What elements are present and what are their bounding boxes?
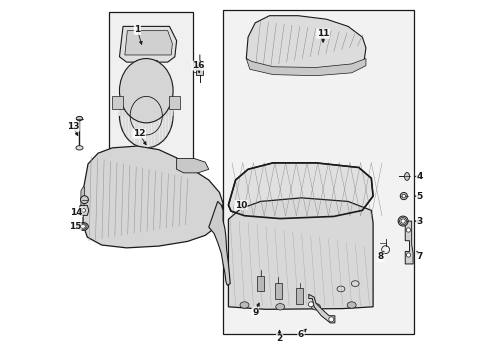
Ellipse shape	[346, 302, 355, 308]
Bar	[223, 10, 413, 334]
Polygon shape	[169, 96, 180, 109]
Polygon shape	[79, 205, 88, 215]
Polygon shape	[83, 146, 223, 248]
Ellipse shape	[397, 216, 407, 226]
Ellipse shape	[82, 208, 85, 212]
Bar	[108, 12, 192, 160]
Polygon shape	[274, 283, 282, 298]
Polygon shape	[112, 96, 123, 109]
Polygon shape	[135, 60, 157, 87]
Ellipse shape	[78, 222, 88, 230]
Ellipse shape	[401, 194, 405, 198]
Text: 10: 10	[234, 201, 246, 210]
Polygon shape	[119, 26, 176, 62]
Text: 8: 8	[377, 252, 383, 261]
Ellipse shape	[81, 225, 85, 228]
Text: 11: 11	[316, 29, 328, 38]
Ellipse shape	[275, 303, 284, 310]
Polygon shape	[405, 221, 412, 264]
Ellipse shape	[400, 193, 407, 200]
Polygon shape	[228, 163, 372, 219]
Polygon shape	[296, 288, 303, 304]
Ellipse shape	[76, 116, 82, 121]
Polygon shape	[257, 276, 264, 292]
Polygon shape	[208, 202, 230, 285]
Polygon shape	[119, 91, 173, 116]
Text: 15: 15	[68, 222, 81, 231]
Ellipse shape	[406, 253, 410, 257]
Ellipse shape	[79, 224, 87, 229]
Polygon shape	[124, 31, 172, 55]
Polygon shape	[308, 294, 334, 323]
Polygon shape	[246, 16, 365, 73]
Ellipse shape	[119, 84, 173, 148]
Ellipse shape	[311, 303, 320, 310]
Text: 2: 2	[276, 334, 282, 343]
Text: 14: 14	[69, 208, 82, 217]
Polygon shape	[246, 59, 365, 76]
Text: 9: 9	[251, 308, 258, 317]
Ellipse shape	[328, 317, 333, 322]
Ellipse shape	[308, 302, 313, 307]
Polygon shape	[228, 198, 372, 309]
Polygon shape	[196, 64, 203, 75]
Ellipse shape	[119, 59, 173, 123]
Text: 16: 16	[191, 61, 204, 70]
Ellipse shape	[400, 219, 405, 223]
Text: 3: 3	[416, 217, 422, 226]
Text: 1: 1	[134, 26, 140, 35]
Text: 7: 7	[415, 252, 422, 261]
Ellipse shape	[76, 146, 83, 150]
Text: 6: 6	[297, 330, 304, 339]
Ellipse shape	[399, 217, 406, 225]
Text: 5: 5	[416, 192, 422, 201]
Text: 12: 12	[133, 129, 145, 138]
Text: 13: 13	[67, 122, 79, 131]
Text: 4: 4	[415, 172, 422, 181]
Ellipse shape	[240, 302, 248, 308]
Ellipse shape	[404, 172, 408, 180]
Ellipse shape	[406, 228, 410, 232]
Ellipse shape	[81, 196, 88, 203]
Polygon shape	[81, 187, 84, 212]
Polygon shape	[176, 158, 208, 173]
